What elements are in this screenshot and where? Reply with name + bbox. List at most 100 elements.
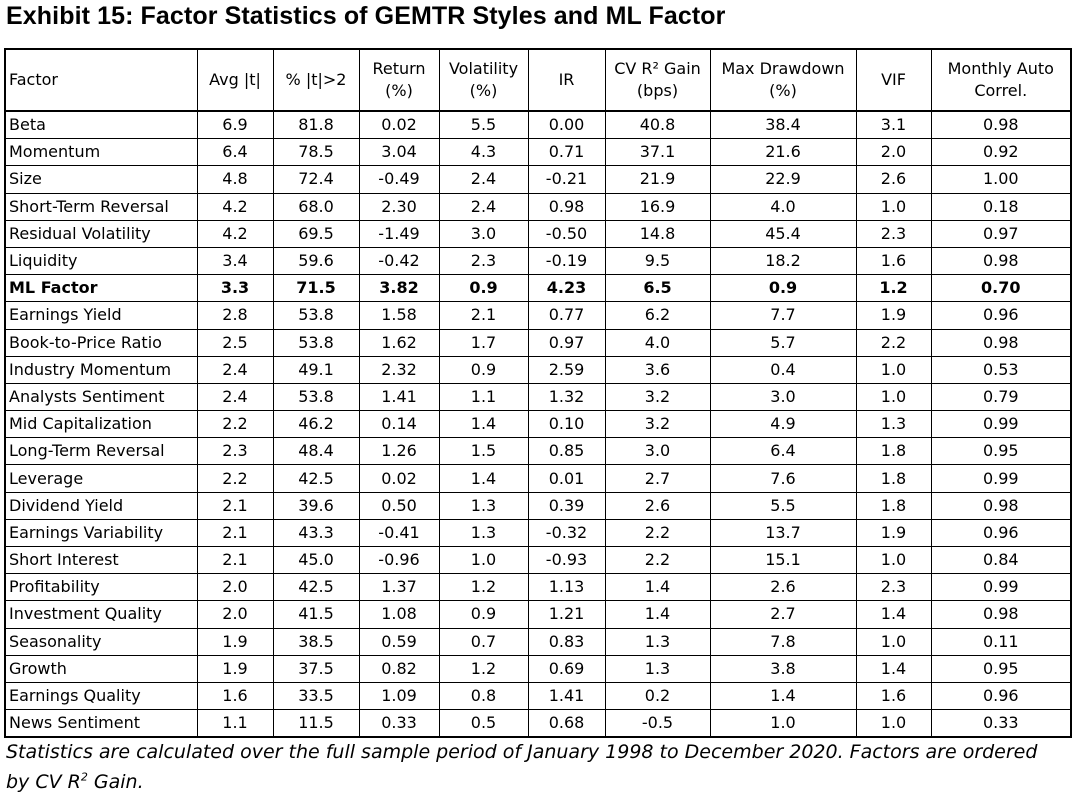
max-drawdown-cell: 6.4 <box>709 437 857 466</box>
max-drawdown-cell: 3.8 <box>709 655 857 683</box>
table-row: Residual Volatility 4.2 69.5 -1.49 3.0 -0.50 1… <box>4 220 1072 248</box>
ir-cell: 0.71 <box>527 138 606 167</box>
header-return: Return (%) <box>358 49 440 112</box>
max-drawdown-cell: 4.0 <box>709 193 857 221</box>
vif-cell: 2.2 <box>855 329 932 357</box>
cv-r2-gain-cell: 6.5 <box>604 274 711 303</box>
volatility-cell: 1.1 <box>438 383 529 412</box>
vif-cell: 3.1 <box>855 111 932 140</box>
avg-t-cell: 2.5 <box>196 329 274 357</box>
cv-r2-gain-cell: 3.2 <box>604 410 711 439</box>
pct-t-cell: 68.0 <box>272 193 360 221</box>
max-drawdown-cell: 45.4 <box>709 220 857 248</box>
return-cell: 1.37 <box>358 573 440 602</box>
factor-name-cell: Profitability <box>4 573 198 602</box>
vif-cell: 2.0 <box>855 138 932 167</box>
pct-t-cell: 78.5 <box>272 138 360 167</box>
cv-r2-gain-cell: 14.8 <box>604 220 711 248</box>
pct-t-cell: 45.0 <box>272 546 360 575</box>
table-row: Industry Momentum 2.4 49.1 2.32 0.9 2.59 3.6 0.… <box>4 356 1072 384</box>
auto-correl-cell: 0.98 <box>930 247 1072 276</box>
volatility-cell: 1.4 <box>438 464 529 493</box>
avg-t-cell: 2.4 <box>196 383 274 412</box>
max-drawdown-cell: 1.4 <box>709 682 857 711</box>
vif-cell: 1.4 <box>855 600 932 629</box>
factor-name-cell: Growth <box>4 655 198 683</box>
vif-cell: 1.0 <box>855 356 932 384</box>
cv-r2-gain-cell: 2.6 <box>604 492 711 520</box>
avg-t-cell: 2.2 <box>196 464 274 493</box>
return-cell: 0.02 <box>358 464 440 493</box>
volatility-cell: 5.5 <box>438 111 529 140</box>
exhibit-title: Exhibit 15: Factor Statistics of GEMTR S… <box>6 2 726 30</box>
cv-r2-gain-cell: 9.5 <box>604 247 711 276</box>
avg-t-cell: 3.4 <box>196 247 274 276</box>
ir-cell: 1.41 <box>527 682 606 711</box>
header-pct-t-gt-2: % |t|>2 <box>272 49 360 112</box>
volatility-cell: 1.2 <box>438 655 529 683</box>
vif-cell: 1.9 <box>855 301 932 330</box>
auto-correl-cell: 0.98 <box>930 329 1072 357</box>
factor-name-cell: Book-to-Price Ratio <box>4 329 198 357</box>
factor-name-cell: Beta <box>4 111 198 140</box>
cv-r2-gain-cell: 1.4 <box>604 573 711 602</box>
factor-name-cell: Leverage <box>4 464 198 493</box>
avg-t-cell: 1.1 <box>196 709 274 738</box>
vif-cell: 1.6 <box>855 247 932 276</box>
table-row: Liquidity 3.4 59.6 -0.42 2.3 -0.19 9.5 18.2 1.6 0… <box>4 247 1072 276</box>
vif-cell: 1.8 <box>855 464 932 493</box>
table-row: Dividend Yield 2.1 39.6 0.50 1.3 0.39 2.6 5.5 1.… <box>4 492 1072 520</box>
return-cell: 0.14 <box>358 410 440 439</box>
header-row: Factor Avg |t| % |t|>2 Return (%) Volatility (… <box>4 49 1072 112</box>
vif-cell: 1.0 <box>855 709 932 738</box>
table-row: Profitability 2.0 42.5 1.37 1.2 1.13 1.4 2.6 2.3… <box>4 573 1072 602</box>
return-cell: -0.96 <box>358 546 440 575</box>
vif-cell: 1.6 <box>855 682 932 711</box>
vif-cell: 1.9 <box>855 519 932 548</box>
volatility-cell: 4.3 <box>438 138 529 167</box>
return-cell: 1.41 <box>358 383 440 412</box>
max-drawdown-cell: 38.4 <box>709 111 857 140</box>
auto-correl-cell: 1.00 <box>930 165 1072 194</box>
table-row: ML Factor 3.3 71.5 3.82 0.9 4.23 6.5 0.9 1.2 0.70 <box>4 274 1072 303</box>
ir-cell: 0.39 <box>527 492 606 520</box>
ir-cell: -0.50 <box>527 220 606 248</box>
factor-statistics-table: Factor Avg |t| % |t|>2 Return (%) Volatility (… <box>4 48 1072 739</box>
ir-cell: -0.21 <box>527 165 606 194</box>
return-cell: 1.58 <box>358 301 440 330</box>
avg-t-cell: 1.6 <box>196 682 274 711</box>
vif-cell: 1.4 <box>855 655 932 683</box>
factor-name-cell: Industry Momentum <box>4 356 198 384</box>
auto-correl-cell: 0.53 <box>930 356 1072 384</box>
table-row: Book-to-Price Ratio 2.5 53.8 1.62 1.7 0.97 4.0… <box>4 329 1072 357</box>
factor-name-cell: Momentum <box>4 138 198 167</box>
header-ir-line-1: IR <box>558 70 575 89</box>
max-drawdown-cell: 3.0 <box>709 383 857 412</box>
ir-cell: 0.83 <box>527 628 606 656</box>
max-drawdown-cell: 7.7 <box>709 301 857 330</box>
caption-superscript: 2 <box>80 770 88 784</box>
auto-correl-cell: 0.98 <box>930 600 1072 629</box>
max-drawdown-cell: 15.1 <box>709 546 857 575</box>
volatility-cell: 0.9 <box>438 356 529 384</box>
cv-r2-gain-cell: 2.2 <box>604 546 711 575</box>
auto-correl-cell: 0.96 <box>930 519 1072 548</box>
table-row: Earnings Quality 1.6 33.5 1.09 0.8 1.41 0.2 1.4… <box>4 682 1072 711</box>
auto-correl-cell: 0.79 <box>930 383 1072 412</box>
volatility-cell: 3.0 <box>438 220 529 248</box>
volatility-cell: 1.3 <box>438 519 529 548</box>
vif-cell: 2.3 <box>855 220 932 248</box>
factor-name-cell: Residual Volatility <box>4 220 198 248</box>
volatility-cell: 2.1 <box>438 301 529 330</box>
avg-t-cell: 2.2 <box>196 410 274 439</box>
auto-correl-cell: 0.99 <box>930 573 1072 602</box>
header-volatility: Volatility (%) <box>438 49 529 112</box>
pct-t-cell: 46.2 <box>272 410 360 439</box>
ir-cell: 0.97 <box>527 329 606 357</box>
pct-t-cell: 33.5 <box>272 682 360 711</box>
header-return-line-2: (%) <box>385 81 413 100</box>
return-cell: 1.09 <box>358 682 440 711</box>
pct-t-cell: 42.5 <box>272 573 360 602</box>
factor-name-cell: Earnings Quality <box>4 682 198 711</box>
avg-t-cell: 2.3 <box>196 437 274 466</box>
